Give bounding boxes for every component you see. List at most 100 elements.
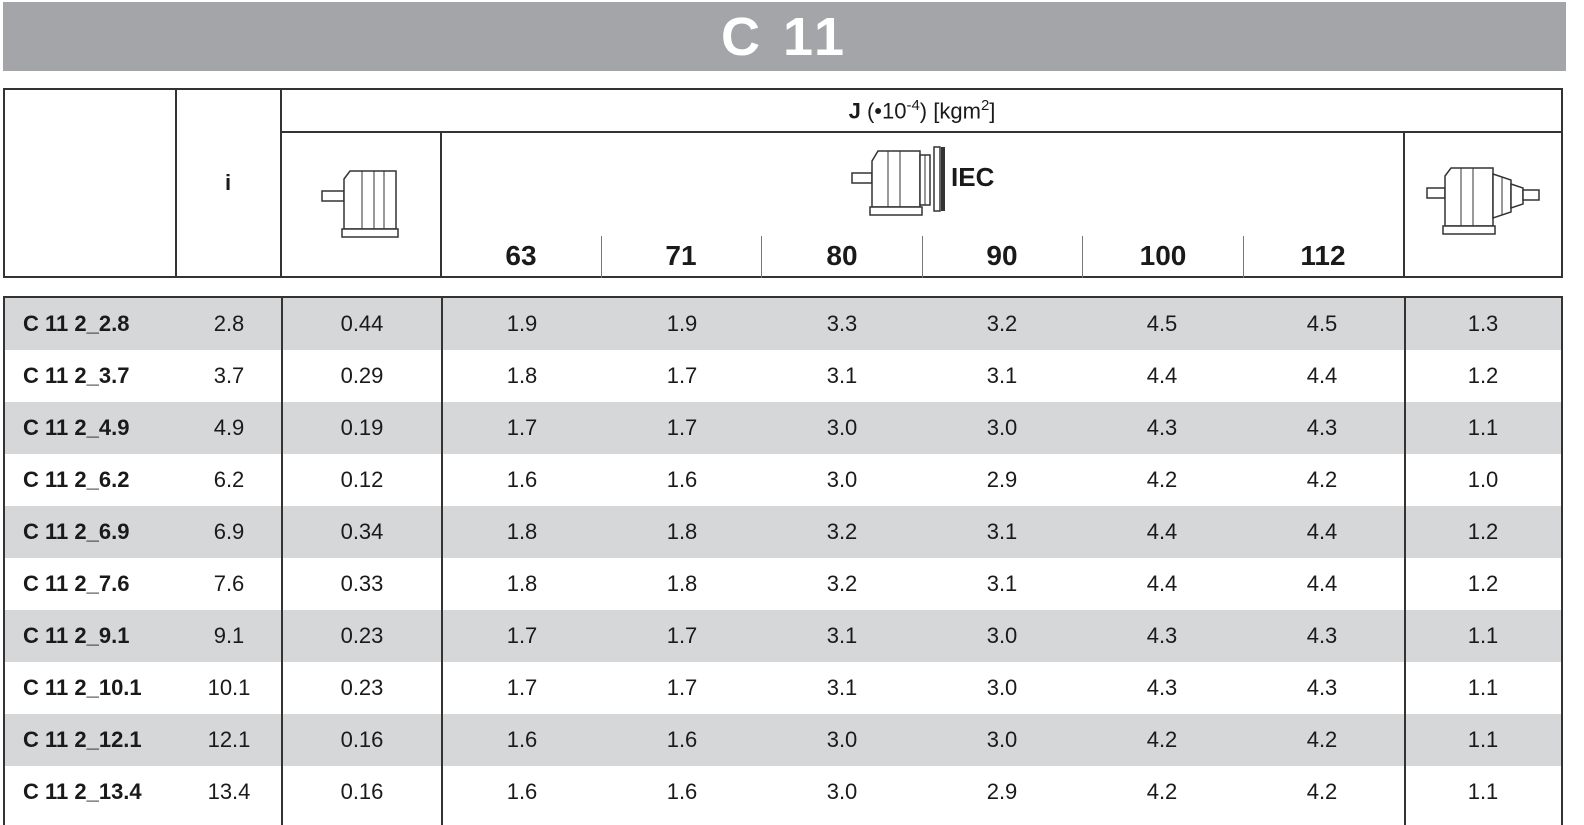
iec-inertia-value: 1.9 bbox=[506, 311, 538, 336]
iec-inertia-value: 1.9 bbox=[666, 311, 698, 336]
model-code: C 11 2_6.9 bbox=[23, 519, 130, 544]
iec-inertia-value: 1.6 bbox=[506, 727, 538, 752]
iec-inertia-value: 4.2 bbox=[1306, 467, 1338, 492]
model-code: C 11 2_4.9 bbox=[23, 415, 130, 440]
model-code: C 11 2_2.8 bbox=[23, 311, 130, 336]
table-row: C 11 2_3.7 3.7 0.29 1.8 1.7 3.1 3.1 4.4 4.4 1.2 bbox=[5, 350, 1561, 402]
iec-inertia-value: 1.6 bbox=[666, 727, 698, 752]
size-divider bbox=[1082, 236, 1083, 278]
inertia-unit-exponent: 2 bbox=[980, 97, 990, 114]
header-divider bbox=[280, 88, 282, 278]
table-row: C 11 2_9.1 9.1 0.23 1.7 1.7 3.1 3.0 4.3 4.3 1.1 bbox=[5, 610, 1561, 662]
base-inertia-value: 0.19 bbox=[340, 415, 384, 440]
base-inertia-value: 0.16 bbox=[340, 779, 384, 804]
iec-inertia-value: 4.4 bbox=[1146, 363, 1178, 388]
model-code: C 11 2_13.4 bbox=[23, 779, 142, 804]
header-divider bbox=[1403, 131, 1405, 278]
model-code: C 11 2_10.1 bbox=[23, 675, 142, 700]
iec-inertia-value: 3.1 bbox=[826, 675, 858, 700]
iec-inertia-value: 3.1 bbox=[986, 571, 1018, 596]
iec-inertia-value: 3.2 bbox=[826, 519, 858, 544]
motor-size-71: 71 bbox=[665, 240, 697, 271]
data-table: C 11 2_2.8 2.8 0.44 1.9 1.9 3.3 3.2 4.5 4.5 1.3 C … bbox=[3, 296, 1563, 825]
iec-inertia-value: 3.1 bbox=[826, 363, 858, 388]
iec-inertia-value: 1.8 bbox=[506, 571, 538, 596]
iec-inertia-value: 1.8 bbox=[666, 519, 698, 544]
iec-inertia-value: 4.4 bbox=[1306, 363, 1338, 388]
table-row: C 11 2_12.1 12.1 0.16 1.6 1.6 3.0 3.0 4.2 4.2 1.1 bbox=[5, 714, 1561, 766]
base-inertia-value: 0.33 bbox=[340, 571, 384, 596]
motor-size-63: 63 bbox=[505, 240, 537, 271]
iec-inertia-value: 4.4 bbox=[1306, 571, 1338, 596]
header-divider bbox=[175, 88, 177, 278]
iec-inertia-value: 1.7 bbox=[506, 415, 538, 440]
table-row: C 11 2_6.2 6.2 0.12 1.6 1.6 3.0 2.9 4.2 4.2 1.0 bbox=[5, 454, 1561, 506]
iec-inertia-value: 3.0 bbox=[826, 779, 858, 804]
table-row: C 11 2_6.9 6.9 0.34 1.8 1.8 3.2 3.1 4.4 4.4 1.2 bbox=[5, 506, 1561, 558]
iec-inertia-value: 3.1 bbox=[826, 623, 858, 648]
inertia-exponent: -4 bbox=[906, 97, 920, 114]
header-divider bbox=[280, 131, 1563, 133]
iec-inertia-value: 3.0 bbox=[986, 415, 1018, 440]
iec-inertia-value: 4.2 bbox=[1146, 727, 1178, 752]
table-header bbox=[3, 88, 1563, 278]
iec-inertia-value: 1.8 bbox=[666, 571, 698, 596]
iec-inertia-value: 2.9 bbox=[986, 467, 1018, 492]
iec-inertia-value: 4.2 bbox=[1306, 727, 1338, 752]
iec-inertia-value: 4.3 bbox=[1146, 675, 1178, 700]
ratio-header: i bbox=[224, 170, 232, 195]
gearbox-iec-motor-icon bbox=[851, 146, 945, 216]
iec-inertia-value: 4.3 bbox=[1146, 623, 1178, 648]
motor-size-100: 100 bbox=[1139, 240, 1187, 271]
motor-size-112: 112 bbox=[1300, 240, 1346, 271]
iec-inertia-value: 1.7 bbox=[666, 675, 698, 700]
iec-inertia-value: 3.1 bbox=[986, 363, 1018, 388]
iec-inertia-value: 1.8 bbox=[506, 519, 538, 544]
iec-inertia-value: 3.0 bbox=[826, 727, 858, 752]
inertia-symbol: J bbox=[848, 98, 861, 124]
shaft-inertia-value: 1.1 bbox=[1467, 623, 1499, 648]
motor-size-90: 90 bbox=[986, 240, 1018, 271]
iec-inertia-value: 4.4 bbox=[1146, 571, 1178, 596]
page-title: C 11 bbox=[720, 6, 849, 67]
iec-inertia-value: 4.2 bbox=[1146, 467, 1178, 492]
inertia-factor-close: ) bbox=[919, 98, 928, 124]
iec-inertia-value: 1.8 bbox=[506, 363, 538, 388]
iec-inertia-value: 3.3 bbox=[826, 311, 858, 336]
ratio-value: 6.2 bbox=[213, 467, 245, 492]
iec-inertia-value: 4.3 bbox=[1306, 675, 1338, 700]
base-inertia-value: 0.12 bbox=[340, 467, 384, 492]
ratio-value: 10.1 bbox=[207, 675, 251, 700]
iec-inertia-value: 1.6 bbox=[666, 467, 698, 492]
inertia-unit-close: ] bbox=[989, 98, 996, 124]
iec-inertia-value: 3.0 bbox=[826, 415, 858, 440]
iec-inertia-value: 4.4 bbox=[1146, 519, 1178, 544]
iec-inertia-value: 3.0 bbox=[826, 467, 858, 492]
size-divider bbox=[601, 236, 602, 278]
inertia-unit: [kgm bbox=[933, 98, 981, 124]
title-banner: C 11 bbox=[3, 2, 1566, 71]
iec-inertia-value: 4.3 bbox=[1306, 415, 1338, 440]
iec-inertia-value: 4.5 bbox=[1146, 311, 1178, 336]
iec-inertia-value: 2.9 bbox=[986, 779, 1018, 804]
shaft-inertia-value: 1.2 bbox=[1467, 363, 1499, 388]
ratio-value: 7.6 bbox=[213, 571, 245, 596]
iec-inertia-value: 3.1 bbox=[986, 519, 1018, 544]
iec-inertia-value: 3.2 bbox=[826, 571, 858, 596]
iec-inertia-value: 3.0 bbox=[986, 727, 1018, 752]
iec-inertia-value: 1.6 bbox=[506, 467, 538, 492]
iec-inertia-value: 1.7 bbox=[506, 623, 538, 648]
model-code: C 11 2_6.2 bbox=[23, 467, 130, 492]
size-divider bbox=[922, 236, 923, 278]
ratio-value: 3.7 bbox=[213, 363, 245, 388]
iec-inertia-value: 4.2 bbox=[1146, 779, 1178, 804]
iec-inertia-value: 1.6 bbox=[506, 779, 538, 804]
shaft-inertia-value: 1.2 bbox=[1467, 571, 1499, 596]
iec-inertia-value: 1.7 bbox=[506, 675, 538, 700]
iec-inertia-value: 4.3 bbox=[1306, 623, 1338, 648]
iec-inertia-value: 1.7 bbox=[666, 623, 698, 648]
base-inertia-value: 0.34 bbox=[340, 519, 384, 544]
base-inertia-value: 0.44 bbox=[340, 311, 384, 336]
ratio-value: 2.8 bbox=[213, 311, 245, 336]
table-row: C 11 2_7.6 7.6 0.33 1.8 1.8 3.2 3.1 4.4 4.4 1.2 bbox=[5, 558, 1561, 610]
